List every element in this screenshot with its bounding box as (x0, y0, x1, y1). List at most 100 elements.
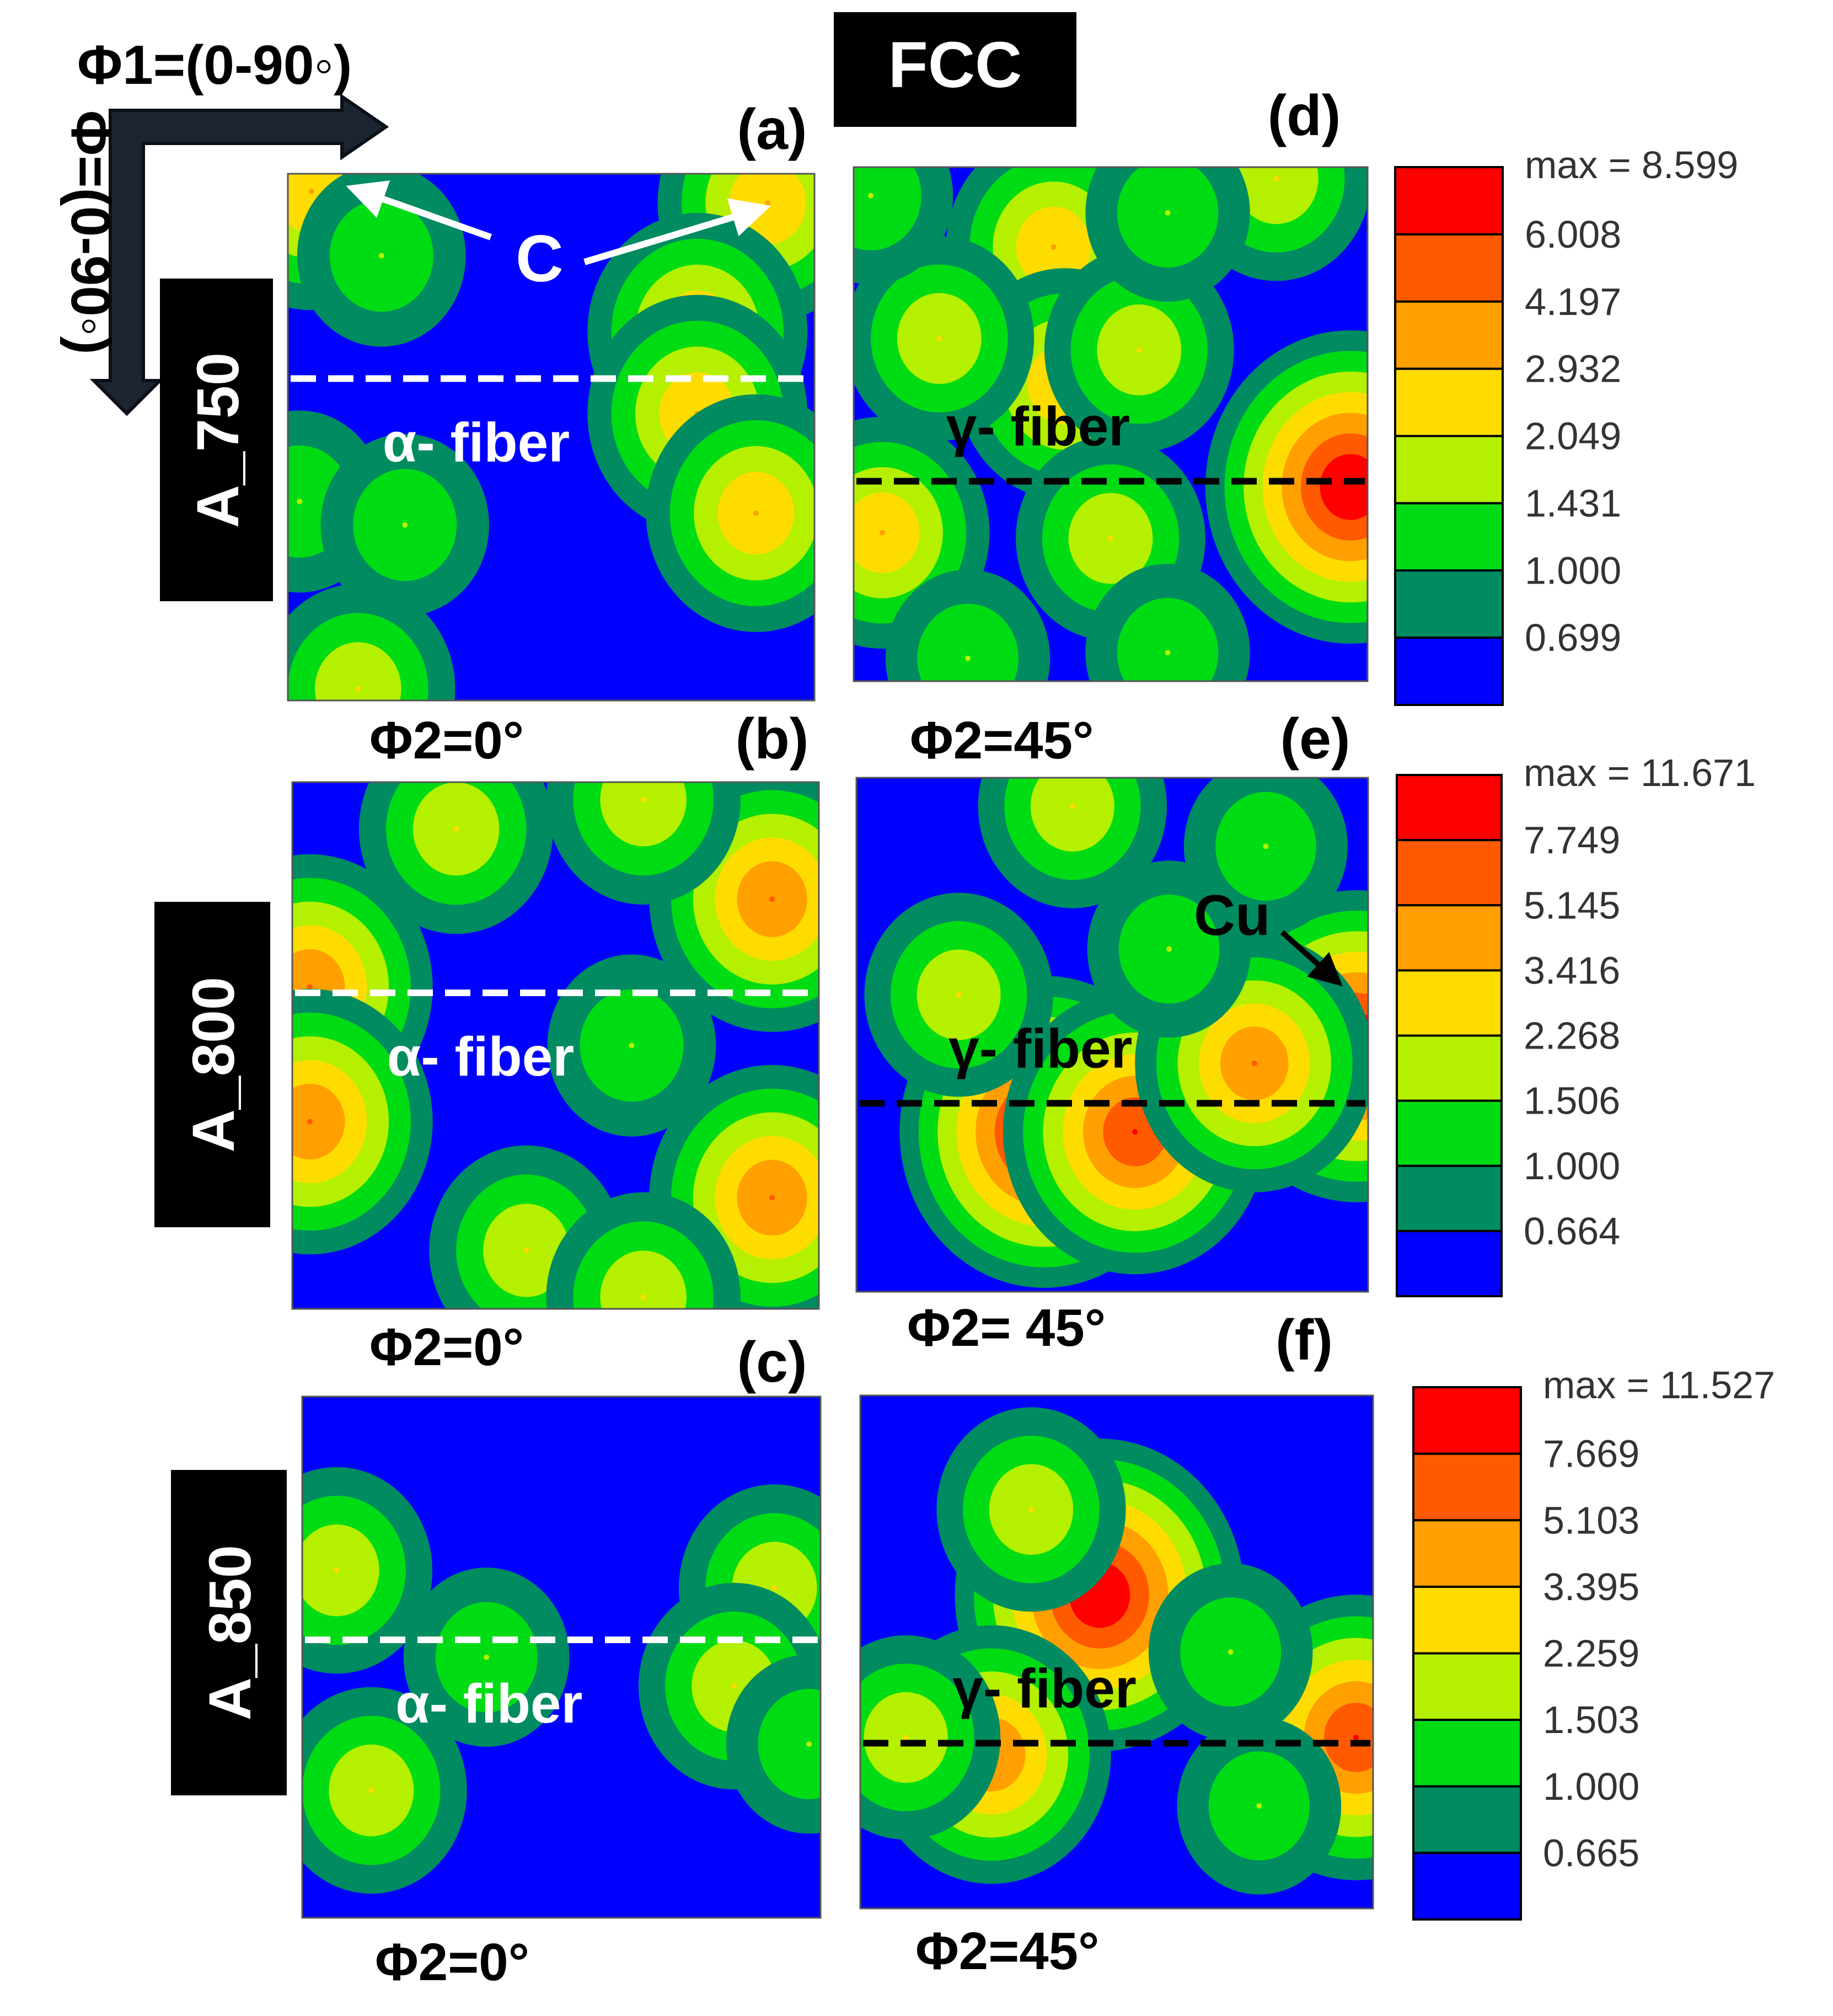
contour-level-3 (315, 642, 401, 700)
phi2-label-b: Φ2=0° (369, 1318, 524, 1377)
colorbar-swatch (1396, 1164, 1503, 1232)
odf-panel-f: γ- fiber (859, 1394, 1374, 1910)
colorbar-max-label: max = 11.671 (1524, 751, 1756, 794)
peak-marker (1165, 650, 1171, 656)
panel-frame (853, 166, 1369, 682)
peak-marker (1165, 210, 1171, 216)
panel-letter-b: (b) (736, 707, 809, 771)
colorbar-tick-label: 0.699 (1525, 616, 1621, 659)
panel-letter-a: (a) (737, 98, 807, 162)
phi2-label-d: Φ2=45° (910, 711, 1094, 770)
colorbar-swatch (1396, 1099, 1503, 1167)
fiber-label: α- fiber (387, 1026, 574, 1088)
colorbar-tick-label: 2.259 (1543, 1632, 1639, 1675)
peak-marker (771, 1585, 778, 1591)
phi2-label-e: Φ2= 45° (907, 1298, 1106, 1357)
peak-marker (1273, 175, 1279, 181)
phi-range-label: Φ=(0-90◦) (60, 110, 121, 355)
colorbar-tick-label: 3.416 (1524, 949, 1620, 992)
contour-level-2 (917, 603, 1019, 681)
contour-level-4 (854, 492, 920, 573)
peak-marker (1228, 1649, 1234, 1655)
fiber-label: γ- fiber (946, 396, 1130, 458)
panel-frame (301, 1395, 822, 1919)
panel-frame (855, 777, 1369, 1293)
peak-marker (1347, 484, 1353, 490)
peak-marker (769, 1195, 775, 1201)
panel-frame (291, 781, 820, 1310)
contour-level-2 (1117, 598, 1219, 681)
peak-marker (1166, 946, 1172, 952)
phi1-arrow-icon (89, 93, 389, 416)
peak-marker (640, 796, 646, 803)
colorbar-swatch (1396, 774, 1503, 842)
annotation-arrow-right (583, 198, 771, 265)
peak-marker (1263, 843, 1269, 849)
peak-marker (307, 984, 313, 990)
peak-marker (1051, 244, 1057, 250)
contour-level-3 (600, 782, 687, 847)
phi2-label-c: Φ2=0° (375, 1933, 529, 1992)
sample-a750-text: A_750 (184, 352, 251, 528)
peak-marker (1136, 347, 1142, 353)
colorbar-swatch (1396, 839, 1503, 907)
contour-level-3 (302, 1524, 379, 1617)
contour-level-2 (758, 1689, 821, 1799)
peak-marker (378, 253, 384, 259)
colorbar-swatch (1394, 233, 1504, 303)
odf-panel-e: γ- fiber (855, 777, 1369, 1293)
colorbar-swatch (1394, 502, 1504, 572)
colorbar-tick-label: 6.008 (1525, 213, 1621, 256)
colorbar-tick-label: 5.103 (1543, 1499, 1639, 1542)
colorbar-tick-label: 5.145 (1524, 884, 1620, 927)
colorbar-swatch (1394, 569, 1504, 639)
colorbar-swatch (1396, 904, 1503, 972)
colorbar-tick-label: 2.049 (1525, 415, 1621, 458)
colorbar-swatch (1412, 1452, 1522, 1522)
peak-marker (936, 335, 942, 341)
colorbar-swatch (1412, 1386, 1522, 1455)
annotation-cu-arrow (1280, 930, 1343, 987)
contour-level-5 (292, 1083, 345, 1160)
peak-marker (1256, 1803, 1262, 1809)
colorbar-tick-label: 7.669 (1543, 1432, 1639, 1475)
colorbar-tick-label: 2.268 (1524, 1014, 1620, 1057)
colorbar-tick-label: 1.506 (1524, 1079, 1620, 1122)
colorbar-tick-label: 1.000 (1524, 1145, 1620, 1188)
colorbar-tick-label: 7.749 (1524, 819, 1620, 862)
annotation-arrow-left (346, 180, 492, 240)
peak-marker (806, 1741, 812, 1747)
colorbar-swatch (1412, 1785, 1522, 1854)
axes-indicator: Φ1=(0-90◦) Φ=(0-90◦) (60, 34, 389, 416)
peak-marker (765, 200, 771, 206)
panel-letter-f: (f) (1275, 1308, 1333, 1372)
fiber-label: γ- fiber (948, 1018, 1132, 1079)
panel-frame (859, 1394, 1374, 1910)
phi2-label-f: Φ2=45° (915, 1922, 1099, 1981)
peak-marker (1028, 1506, 1034, 1512)
colorbar-tick-label: 0.664 (1524, 1210, 1620, 1253)
colorbar-max-label: max = 11.527 (1543, 1363, 1775, 1407)
phi1-range-label: Φ1=(0-90◦) (77, 34, 352, 96)
odf-panel-d: γ- fiber (853, 166, 1369, 682)
peak-marker (868, 192, 874, 199)
peak-marker (307, 1119, 313, 1125)
colorbar-tick-label: 1.000 (1543, 1765, 1639, 1808)
colorbar-tick-label: 1.503 (1543, 1698, 1639, 1741)
peak-marker (453, 826, 459, 832)
colorbar-tick-label: 1.431 (1525, 482, 1621, 525)
peak-marker (1108, 536, 1113, 542)
annotation-cu: Cu (1194, 884, 1271, 948)
peak-marker (355, 686, 361, 692)
sample-label-a750: A_750 (160, 279, 273, 601)
fiber-label: γ- fiber (952, 1657, 1136, 1719)
peak-marker (640, 1294, 646, 1300)
peak-marker (368, 1788, 374, 1793)
colorbar-2: max = 11.671 7.749 5.145 3.416 2.268 1.506 1.0… (1396, 751, 1756, 1297)
contour-level-3 (1030, 778, 1114, 852)
colorbar-swatch (1412, 1719, 1522, 1788)
peak-marker (956, 992, 962, 998)
colorbar-tick-label: 2.932 (1525, 347, 1621, 391)
colorbar-swatch (1394, 166, 1504, 236)
